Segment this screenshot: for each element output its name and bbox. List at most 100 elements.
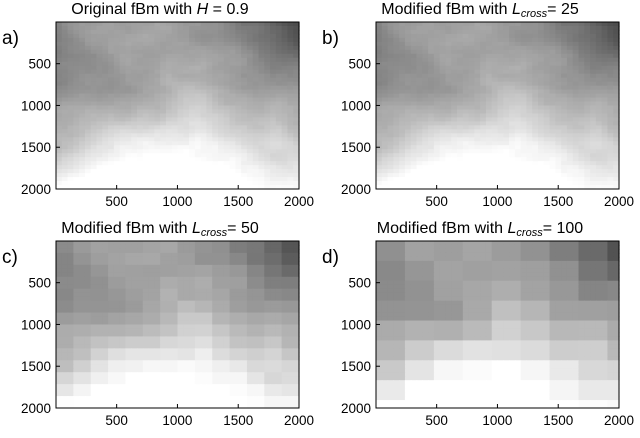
heatmap-cell — [270, 308, 277, 314]
heatmap-cell — [113, 264, 121, 270]
heatmap-cell — [160, 256, 167, 262]
heatmap-cell — [96, 276, 103, 282]
heatmap-cell — [538, 22, 545, 27]
heatmap-cell — [108, 97, 115, 103]
heatmap-cell — [381, 53, 389, 59]
heatmap-cell — [246, 260, 254, 266]
heatmap-cell — [514, 165, 522, 170]
heatmap-cell — [218, 252, 225, 258]
heatmap-cell — [252, 85, 260, 91]
heatmap-cell — [439, 85, 447, 91]
heatmap-cell — [258, 89, 265, 95]
heatmap-cell — [206, 105, 213, 111]
heatmap-cell — [252, 61, 260, 67]
heatmap-cell — [526, 185, 533, 190]
heatmap-cell — [491, 153, 499, 158]
heatmap-cell — [119, 145, 127, 150]
heatmap-cell — [183, 324, 190, 330]
heatmap-cell — [543, 157, 551, 162]
heatmap-cell — [264, 328, 271, 334]
heatmap-cell — [590, 29, 597, 35]
heatmap-cell — [497, 177, 504, 182]
heatmap-cell — [137, 133, 144, 138]
heatmap-cell — [526, 173, 533, 178]
heatmap-cell — [177, 344, 184, 349]
heatmap-cell — [177, 89, 184, 95]
heatmap-cell — [428, 165, 435, 170]
heatmap-cell — [102, 344, 109, 349]
heatmap-cell — [84, 320, 92, 326]
heatmap-cell — [148, 316, 155, 322]
heatmap-cell — [264, 181, 271, 186]
heatmap-cell — [235, 81, 242, 87]
heatmap-cell — [428, 22, 435, 27]
heatmap-cell — [154, 352, 161, 357]
heatmap-cell — [555, 22, 562, 27]
heatmap-cell — [572, 53, 580, 59]
heatmap-cell — [264, 288, 271, 294]
heatmap-cell — [607, 157, 614, 162]
heatmap-cell — [393, 105, 400, 111]
heatmap-cell — [177, 121, 184, 126]
heatmap-cell — [206, 153, 213, 158]
heatmap-cell — [607, 145, 614, 150]
heatmap-cell — [206, 173, 213, 178]
heatmap-cell — [154, 77, 161, 83]
heatmap-cell — [142, 308, 150, 314]
heatmap-cell — [108, 256, 115, 262]
heatmap-cell — [532, 149, 539, 154]
heatmap-cell — [189, 372, 196, 377]
heatmap-cell — [189, 312, 196, 318]
heatmap-cell — [281, 89, 289, 95]
heatmap-cell — [165, 165, 173, 170]
heatmap-cell — [61, 332, 69, 338]
heatmap-cell — [160, 268, 167, 274]
heatmap-cell — [451, 22, 458, 27]
heatmap-cell — [457, 177, 464, 182]
heatmap-cell — [270, 57, 277, 63]
heatmap-cell — [125, 65, 132, 71]
heatmap-cell — [275, 125, 283, 130]
heatmap-cell — [189, 45, 196, 51]
heatmap-cell — [590, 45, 597, 51]
heatmap-cell — [381, 137, 389, 142]
heatmap-cell — [177, 241, 184, 246]
heatmap-cell — [90, 149, 98, 154]
heatmap-cell — [90, 268, 98, 274]
heatmap-cell — [67, 53, 74, 59]
heatmap-cell — [275, 22, 283, 27]
heatmap-cell — [108, 185, 115, 190]
heatmap-cell — [229, 113, 236, 119]
heatmap-cell — [287, 113, 294, 119]
heatmap-cell — [218, 93, 225, 99]
heatmap-cell — [67, 288, 74, 294]
heatmap-cell — [578, 113, 585, 119]
heatmap-cell — [595, 177, 603, 182]
heatmap-cell — [194, 57, 202, 63]
heatmap-cell — [73, 364, 80, 369]
heatmap-cell — [165, 161, 173, 166]
heatmap-cell — [142, 161, 150, 166]
heatmap-cell — [223, 320, 231, 326]
heatmap-cell — [258, 161, 265, 166]
heatmap-cell — [241, 49, 248, 55]
heatmap-cell — [520, 109, 528, 115]
heatmap-cell — [131, 352, 138, 357]
heatmap-cell — [84, 37, 92, 43]
heatmap-cell — [258, 185, 265, 190]
heatmap-cell — [131, 344, 138, 349]
heatmap-cell — [538, 77, 545, 83]
heatmap-cell — [206, 268, 213, 274]
heatmap-cell — [578, 69, 585, 75]
heatmap-cell — [555, 65, 562, 71]
heatmap-cell — [287, 129, 294, 134]
heatmap-cell — [532, 153, 539, 158]
heatmap-cell — [549, 105, 556, 111]
heatmap-cell — [252, 97, 260, 103]
heatmap-cell — [241, 69, 248, 75]
heatmap-cell — [212, 149, 219, 154]
heatmap-cell — [497, 33, 504, 39]
heatmap-cell — [84, 117, 92, 123]
heatmap-cell — [538, 149, 545, 154]
heatmap-cell — [422, 113, 429, 119]
